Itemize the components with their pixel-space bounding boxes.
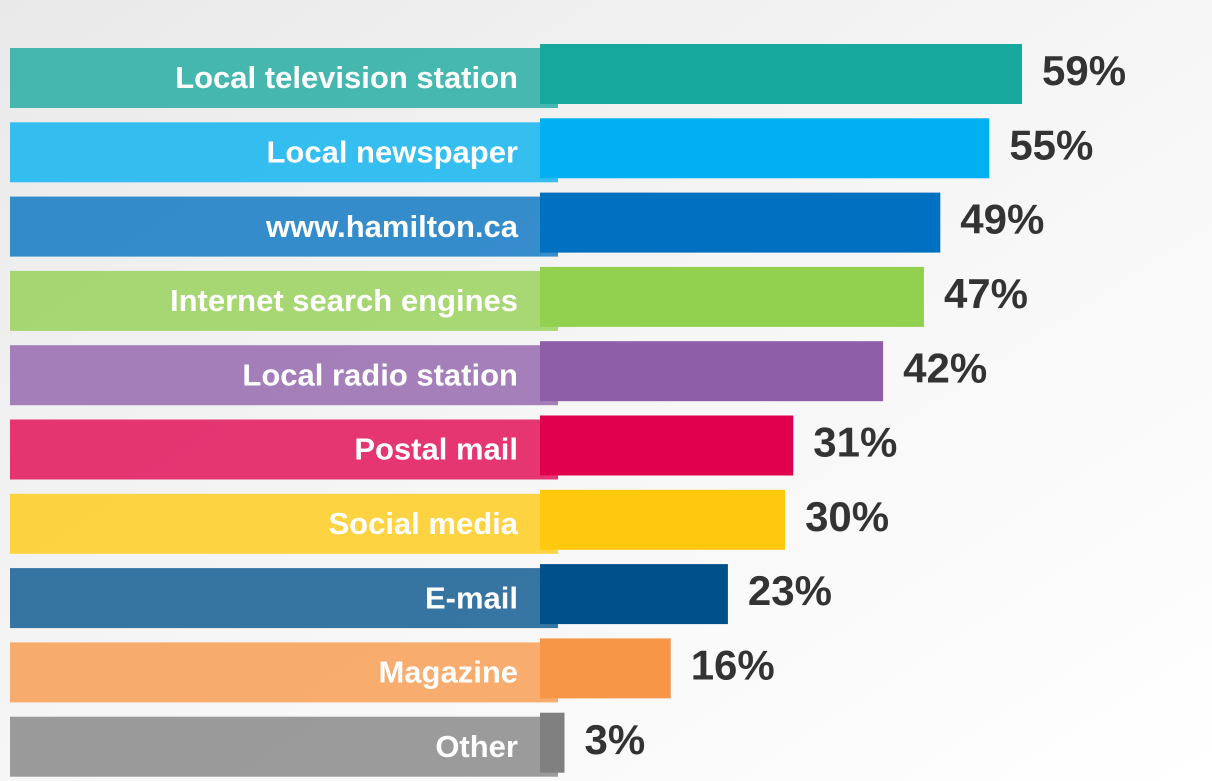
bar — [540, 638, 671, 699]
bar — [540, 118, 990, 179]
category-label: www.hamilton.ca — [265, 209, 519, 244]
label-band — [10, 419, 558, 480]
category-label: Social media — [328, 506, 518, 541]
label-band — [10, 642, 558, 703]
bar — [540, 266, 924, 327]
value-label: 59% — [1042, 47, 1126, 94]
value-label: 47% — [944, 270, 1028, 317]
bar — [540, 44, 1022, 104]
category-label: Other — [435, 729, 518, 764]
value-label: 49% — [960, 196, 1044, 243]
value-label: 42% — [903, 344, 987, 391]
bar — [540, 415, 794, 476]
category-label: Postal mail — [354, 432, 518, 467]
category-label: Local radio station — [242, 357, 518, 392]
value-label: 23% — [748, 567, 832, 614]
bar — [540, 489, 786, 550]
category-label: E-mail — [425, 580, 518, 615]
bar — [540, 712, 565, 773]
category-label: Local newspaper — [266, 134, 518, 169]
label-band — [10, 196, 558, 257]
value-label: 31% — [813, 419, 897, 466]
bar — [540, 564, 728, 625]
bar — [540, 341, 884, 402]
value-label: 30% — [805, 493, 889, 540]
label-band — [10, 568, 558, 629]
value-label: 55% — [1009, 121, 1093, 168]
label-band — [10, 122, 558, 183]
category-label: Internet search engines — [170, 283, 518, 318]
label-band — [10, 493, 558, 554]
category-label: Magazine — [378, 655, 518, 690]
label-band — [10, 716, 558, 777]
label-band — [10, 345, 558, 406]
bar — [540, 192, 941, 253]
category-label: Local television station — [175, 60, 518, 95]
value-label: 16% — [691, 641, 775, 688]
label-band — [10, 270, 558, 331]
label-band — [10, 48, 558, 108]
value-label: 3% — [585, 716, 646, 763]
